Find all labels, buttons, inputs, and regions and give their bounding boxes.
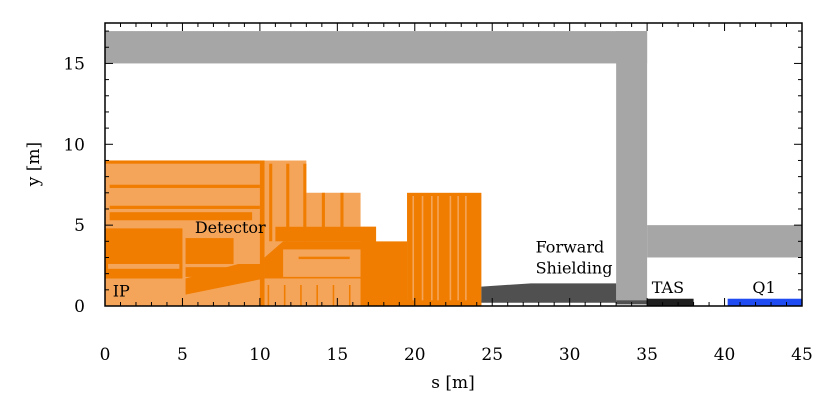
cavern-wall-horizontal bbox=[105, 31, 648, 64]
y-tick-label: 15 bbox=[63, 54, 85, 74]
annotation-tas: TAS bbox=[652, 278, 684, 297]
annotation-ip: IP bbox=[113, 281, 130, 300]
detector-base-tick-6 bbox=[348, 284, 351, 306]
detector-base-tick-1 bbox=[267, 284, 270, 306]
plot-area bbox=[105, 31, 802, 306]
forward-detector-block bbox=[407, 192, 482, 306]
x-tick-label: 15 bbox=[327, 345, 349, 365]
detector-inner-block-1 bbox=[105, 228, 183, 279]
detector-endcap-cavity bbox=[283, 249, 361, 277]
annotation-detector: Detector bbox=[195, 218, 266, 237]
detector-top-edge bbox=[105, 160, 260, 164]
annotations: IP Detector Forward Shielding TAS Q1 bbox=[113, 218, 776, 300]
tunnel-wall bbox=[647, 225, 802, 258]
y-axis-title: y [m] bbox=[24, 142, 44, 187]
x-tick-label: 5 bbox=[177, 345, 188, 365]
cavern-wall-vertical bbox=[616, 31, 648, 302]
detector-endcap-top bbox=[275, 226, 377, 242]
detector-base-tick-2 bbox=[283, 284, 286, 306]
y-tick-label: 5 bbox=[74, 216, 85, 236]
x-tick-label: 30 bbox=[559, 345, 581, 365]
x-tick-label: 20 bbox=[404, 345, 426, 365]
x-tick-labels: 0 5 10 15 20 25 30 35 40 45 bbox=[100, 345, 813, 365]
y-tick-labels: 0 5 10 15 bbox=[63, 54, 85, 317]
detector-layer-3 bbox=[109, 212, 253, 221]
forward-detector-base bbox=[407, 300, 482, 306]
detector-fin-3 bbox=[303, 163, 307, 242]
annotation-q1: Q1 bbox=[752, 278, 775, 297]
detector-divider-1 bbox=[259, 160, 265, 306]
detector-inner-gap bbox=[108, 263, 180, 269]
detector-cone bbox=[185, 263, 265, 295]
detector-fin-4 bbox=[321, 192, 325, 234]
detector-layer-2 bbox=[109, 205, 260, 209]
detector-base-tick-5 bbox=[332, 284, 335, 306]
detector-fin-2 bbox=[286, 163, 290, 242]
detector-right-block bbox=[360, 226, 408, 306]
x-tick-label: 40 bbox=[714, 345, 736, 365]
x-tick-label: 25 bbox=[481, 345, 503, 365]
annotation-shielding: Shielding bbox=[536, 259, 613, 278]
x-tick-label: 35 bbox=[636, 345, 658, 365]
q1-magnet bbox=[727, 298, 802, 306]
y-tick-label: 0 bbox=[74, 297, 85, 317]
x-tick-label: 10 bbox=[249, 345, 271, 365]
detector-base-tick-3 bbox=[300, 284, 302, 306]
x-axis-title: s [m] bbox=[431, 373, 475, 393]
detector-base-tick-4 bbox=[316, 284, 318, 306]
x-tick-label: 45 bbox=[791, 345, 813, 365]
x-tick-label: 0 bbox=[100, 345, 111, 365]
detector-inner-block-2 bbox=[185, 238, 234, 264]
plot-frame bbox=[104, 22, 803, 307]
tas-absorber bbox=[647, 298, 694, 306]
detector-fin-1 bbox=[269, 163, 273, 242]
detector-layer-1 bbox=[109, 184, 260, 188]
detector-endcap-line bbox=[298, 256, 350, 260]
forward-shielding bbox=[481, 283, 617, 303]
y-tick-label: 10 bbox=[63, 135, 85, 155]
annotation-forward: Forward bbox=[536, 238, 605, 257]
detector-fin-5 bbox=[340, 192, 344, 234]
